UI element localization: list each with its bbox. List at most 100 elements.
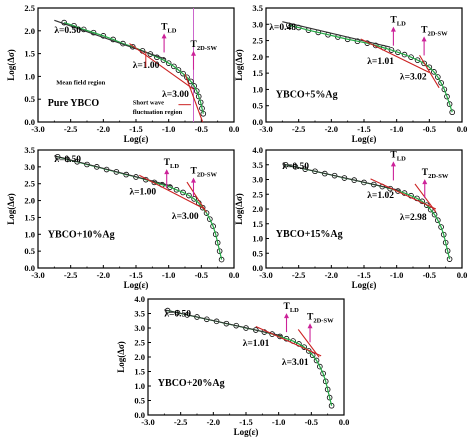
y-tick-label: 3.5 [24, 145, 35, 155]
x-tick-label: -2.5 [174, 417, 187, 427]
y-tick-label: 0.5 [24, 246, 35, 256]
y-tick-label: 2.5 [24, 3, 35, 13]
x-tick-label: -1.0 [162, 270, 175, 280]
data-point [167, 184, 173, 190]
t-ld-marker-arrowhead [284, 313, 290, 319]
y-tick-label: 0.0 [24, 117, 35, 127]
lambda-label: λ=0.50 [282, 162, 309, 172]
fit-line [54, 155, 173, 187]
t-2d-sw-marker-arrowhead [307, 323, 313, 329]
x-axis-label: Log(ε) [352, 134, 377, 144]
t-2d-sw-marker-label: T2D-SW [421, 25, 448, 37]
x-tick-label: -2.0 [325, 124, 338, 134]
y-tick-label: 1.5 [134, 367, 145, 377]
y-tick-label: 3.5 [252, 3, 263, 13]
x-tick-label: -2.0 [325, 270, 338, 280]
data-point [203, 210, 210, 216]
data-point [446, 101, 453, 107]
data-point [431, 211, 438, 218]
fit-line [282, 21, 391, 48]
t-ld-marker-subscript: LD [397, 155, 406, 162]
y-axis-label: Log(Δσ) [234, 193, 244, 225]
data-point [313, 357, 320, 364]
x-tick-label: -2.5 [64, 124, 77, 134]
data-point [199, 204, 206, 211]
data-point [414, 57, 421, 63]
data-point [180, 189, 186, 196]
x-tick-label: -3.0 [141, 417, 154, 427]
data-point [423, 202, 430, 208]
y-tick-label: 3.5 [134, 309, 145, 319]
fit-line [297, 329, 320, 358]
fit-line [360, 38, 430, 73]
data-point [186, 192, 192, 199]
fit-line [129, 43, 194, 90]
lambda-label: λ=0.48 [269, 23, 296, 33]
green-trend-line [63, 22, 204, 114]
t-2d-sw-marker-subscript: 2D-SW [428, 173, 449, 180]
fit-line [186, 181, 208, 213]
t-ld-marker-arrowhead [164, 169, 170, 175]
lambda-label: λ=3.00 [172, 212, 199, 222]
x-tick-label: -1.0 [162, 124, 175, 134]
x-tick-label: -2.5 [292, 270, 305, 280]
data-point [401, 51, 408, 58]
lambda-label: λ=3.01 [282, 358, 309, 368]
x-tick-label: -3.0 [31, 270, 44, 280]
fit-line [370, 178, 437, 210]
x-tick-label: -1.5 [239, 417, 252, 427]
data-point [388, 47, 395, 53]
y-tick-label: 3.5 [252, 160, 263, 170]
y-tick-label: 0.0 [134, 410, 145, 420]
x-tick-label: -1.0 [272, 417, 285, 427]
y-tick-label: 1.0 [24, 229, 35, 239]
data-point [449, 109, 456, 116]
t-2d-sw-marker-label: T2D-SW [190, 40, 217, 52]
y-tick-label: 1.5 [24, 212, 35, 222]
data-point [435, 74, 441, 80]
y-tick-label: 1.0 [24, 71, 35, 81]
t-ld-marker-arrowhead [161, 33, 167, 39]
x-tick-label: 0.0 [339, 417, 350, 427]
y-tick-label: 3.0 [24, 162, 35, 172]
data-point [173, 186, 180, 193]
y-tick-label: 1.0 [252, 84, 263, 94]
data-point [438, 80, 444, 86]
x-axis-label: Log(ε) [124, 134, 149, 144]
data-point [160, 57, 167, 63]
t-ld-marker-arrowhead [390, 26, 396, 32]
x-tick-label: -1.0 [390, 270, 403, 280]
x-tick-label: -0.5 [423, 270, 436, 280]
lambda-label: λ=1.01 [243, 339, 270, 349]
y-tick-label: 2.5 [24, 179, 35, 189]
lambda-label: λ=3.00 [162, 90, 189, 100]
x-tick-label: -1.5 [129, 270, 142, 280]
sample-label: Pure YBCO [48, 98, 100, 109]
x-tick-label: -0.5 [195, 124, 208, 134]
data-point [408, 54, 414, 60]
data-point [180, 70, 186, 77]
data-point [444, 93, 450, 100]
t-2d-sw-marker-arrowhead [190, 177, 196, 183]
x-tick-label: -1.0 [390, 124, 403, 134]
y-tick-label: 3.0 [134, 323, 145, 333]
fit-line [184, 73, 204, 123]
data-point [100, 33, 107, 39]
lambda-label: λ=0.50 [164, 309, 191, 319]
data-point [210, 223, 216, 229]
x-tick-label: -3.0 [31, 124, 44, 134]
data-point [191, 83, 197, 89]
y-tick-label: 2.0 [134, 352, 145, 362]
x-tick-label: -1.5 [129, 124, 142, 134]
data-point [421, 60, 427, 67]
y-tick-label: 0.5 [134, 396, 145, 406]
data-point [171, 63, 177, 70]
y-tick-label: 1.5 [252, 219, 263, 229]
y-tick-label: 0.0 [252, 263, 263, 273]
x-axis-label: Log(ε) [234, 427, 259, 437]
y-tick-label: 2.0 [252, 204, 263, 214]
x-tick-label: -2.0 [97, 270, 110, 280]
green-trend-line [285, 164, 451, 260]
fit-line [419, 54, 440, 89]
data-point [435, 217, 441, 224]
